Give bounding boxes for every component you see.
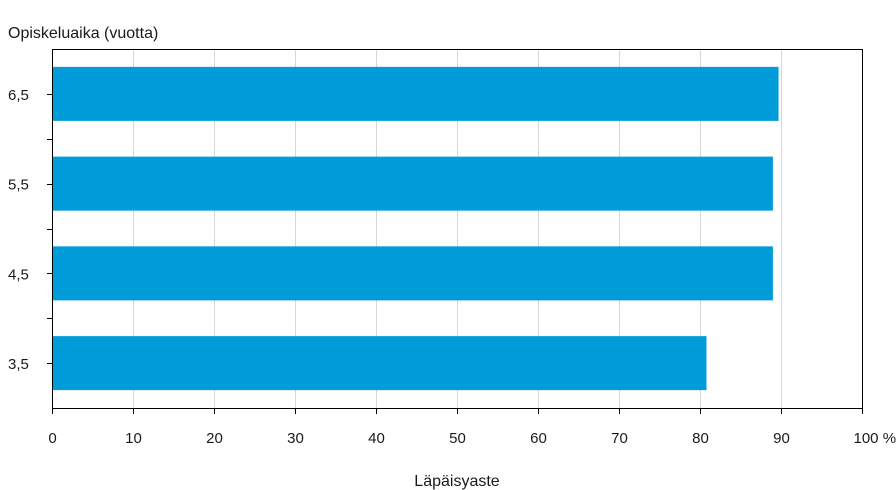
x-tick-label: 90 <box>773 430 790 447</box>
y-axis-ticks: 6,5 5,5 4,5 3,5 <box>8 87 52 373</box>
x-tick-label: 80 <box>692 430 709 447</box>
x-tick-label: 10 <box>125 430 142 447</box>
x-axis-title: Läpäisyaste <box>414 473 499 490</box>
y-tick-label: 5,5 <box>8 177 29 194</box>
x-tick-label: 30 <box>287 430 304 447</box>
x-tick-label: 60 <box>530 430 547 447</box>
bar <box>53 66 779 121</box>
x-tick-label: 50 <box>449 430 466 447</box>
x-tick-label: 20 <box>206 430 223 447</box>
x-tick-label: 70 <box>611 430 628 447</box>
x-axis-ticks: 0 10 20 30 40 50 60 70 80 90 100 % <box>48 408 896 447</box>
bar <box>53 336 707 391</box>
bar <box>53 156 773 211</box>
x-tick-label: 100 % <box>854 430 896 447</box>
bars <box>53 66 779 391</box>
y-tick-label: 6,5 <box>8 87 29 104</box>
bar <box>53 246 773 301</box>
y-tick-label: 3,5 <box>8 356 29 373</box>
x-tick-label: 0 <box>48 430 56 447</box>
y-axis-title: Opiskeluaika (vuotta) <box>8 25 158 42</box>
x-tick-label: 40 <box>368 430 385 447</box>
y-tick-label: 4,5 <box>8 266 29 283</box>
